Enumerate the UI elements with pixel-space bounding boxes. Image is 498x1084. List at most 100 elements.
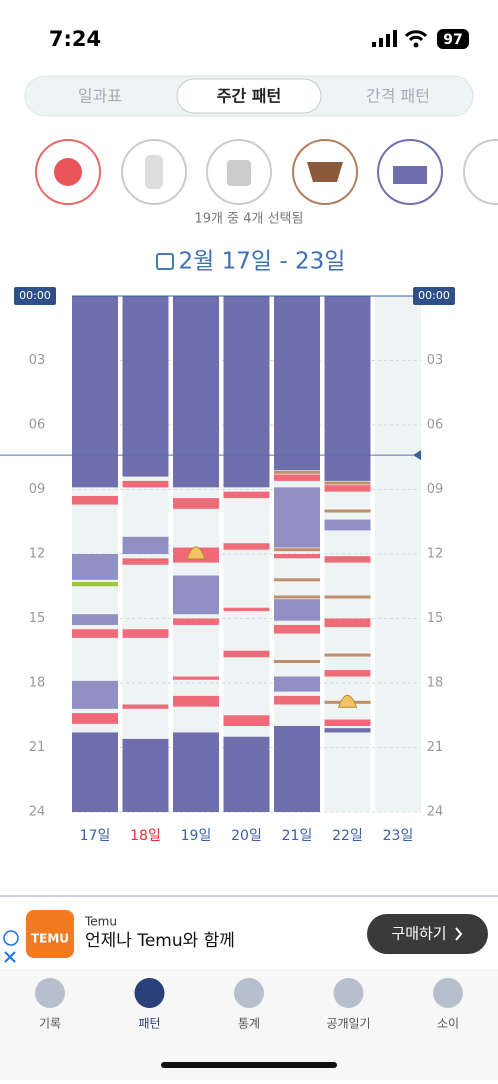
event-block	[173, 676, 219, 680]
event-block	[72, 554, 118, 580]
event-block	[72, 581, 118, 587]
y-tick-label: 00:00	[418, 289, 450, 302]
nav-label[interactable]: 공개일기	[326, 1017, 370, 1031]
nav-icon[interactable]	[234, 978, 264, 1008]
status-time: 7:24	[49, 27, 101, 51]
event-block	[274, 624, 320, 634]
y-tick-label: 06	[427, 418, 444, 433]
category-icons	[35, 139, 498, 205]
ad-button-text[interactable]: 구매하기	[391, 925, 446, 943]
event-block	[223, 296, 270, 488]
y-tick-label: 15	[427, 611, 444, 626]
x-tick-label: 21일	[282, 828, 313, 844]
event-mark	[274, 578, 320, 582]
event-block	[223, 736, 270, 812]
event-block	[274, 676, 320, 692]
event-block	[324, 618, 371, 628]
poop-icon	[186, 546, 206, 560]
chevron	[455, 927, 463, 941]
y-tick-label: 00:00	[19, 289, 51, 302]
y-tick-label: 03	[427, 353, 444, 368]
y-tick-label: 15	[29, 611, 46, 626]
ad-close[interactable]	[4, 951, 16, 963]
event-block	[122, 629, 169, 638]
nav-icon[interactable]	[134, 978, 165, 1008]
event-block	[324, 556, 371, 563]
event-block	[274, 695, 320, 705]
tab[interactable]: 일과표	[78, 87, 122, 106]
battery: 97	[443, 32, 462, 48]
y-tick-label: 24	[427, 805, 444, 820]
event-block	[72, 614, 118, 625]
event-block	[223, 650, 270, 658]
event-block	[72, 680, 118, 709]
event-block	[324, 519, 371, 531]
event-block	[324, 296, 371, 481]
event-block	[72, 732, 118, 812]
event-block	[173, 618, 219, 625]
nav-icon[interactable]	[333, 978, 364, 1008]
home-indicator	[161, 1062, 337, 1068]
event-block	[223, 607, 270, 611]
event-block	[324, 670, 371, 677]
y-tick-label: 21	[427, 740, 444, 755]
date-range: 2월 17일 - 23일	[179, 249, 346, 275]
nav-icon[interactable]	[433, 978, 463, 1008]
tab[interactable]: 주간 패턴	[217, 87, 281, 106]
event-block	[122, 704, 169, 709]
x-tick-label: 17일	[80, 828, 111, 844]
nav-label[interactable]: 통계	[238, 1017, 260, 1031]
nav-icon[interactable]	[35, 978, 65, 1008]
event-block	[72, 296, 118, 488]
ad-text: 언제나 Temu와 함께	[85, 931, 235, 951]
event-mark	[324, 509, 371, 513]
event-block	[72, 713, 118, 724]
event-mark	[324, 653, 371, 657]
ad-logo	[26, 910, 74, 958]
ad-button[interactable]	[367, 914, 488, 954]
y-tick-label: 18	[427, 676, 444, 691]
event-block	[122, 738, 169, 812]
tab[interactable]: 간격 패턴	[366, 87, 430, 106]
ad-brand: Temu	[84, 915, 117, 929]
poop-icon	[337, 694, 358, 708]
tab-active	[176, 78, 322, 114]
event-block	[223, 543, 270, 550]
event-block	[122, 296, 169, 477]
event-block	[122, 480, 169, 488]
calendar-icon	[156, 253, 174, 270]
event-block	[122, 536, 169, 554]
nav-label[interactable]: 소이	[437, 1017, 459, 1031]
chart: 00:00 00:00 03 03 06 06 09 09 12 12 15 15 18 18 21 21 24…	[0, 287, 455, 844]
y-tick-label: 09	[427, 482, 444, 497]
nav-label[interactable]: 기록	[39, 1017, 61, 1031]
event-block	[173, 498, 219, 509]
y-tick-label: 21	[29, 740, 46, 755]
event-block	[223, 491, 270, 499]
event-block	[274, 554, 320, 559]
event-block	[72, 629, 118, 638]
y-tick-label: 06	[29, 418, 46, 433]
event-block	[173, 732, 219, 812]
event-mark	[274, 660, 320, 663]
event-block	[122, 558, 169, 565]
x-tick-label: 18일	[130, 828, 161, 844]
nav-label[interactable]: 패턴	[138, 1017, 160, 1031]
event-block	[274, 487, 320, 548]
time-badge	[14, 287, 56, 305]
ad-info[interactable]	[3, 930, 19, 946]
event-block	[324, 719, 371, 726]
time-badge	[413, 287, 455, 305]
ad-logo-text: TEMU	[31, 932, 69, 946]
event-block	[274, 726, 320, 812]
event-block	[72, 495, 118, 505]
event-block	[173, 296, 219, 488]
event-block	[173, 575, 219, 615]
event-mark	[324, 481, 371, 485]
event-block	[324, 728, 371, 733]
event-block	[223, 715, 270, 726]
event-mark	[274, 595, 320, 599]
status-icons	[372, 29, 469, 49]
y-tick-label: 12	[427, 547, 444, 562]
